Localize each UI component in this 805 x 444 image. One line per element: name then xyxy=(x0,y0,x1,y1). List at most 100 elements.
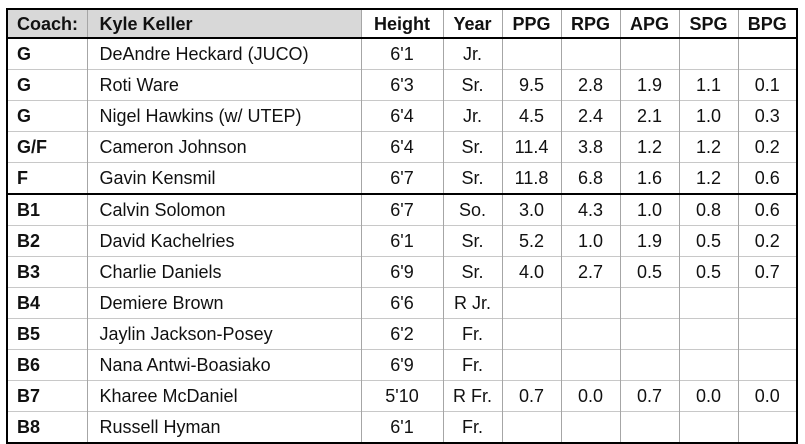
stat-cell xyxy=(737,37,797,70)
stat-cell xyxy=(619,411,679,443)
stat-cell xyxy=(560,318,620,350)
stat-cell: 4.3 xyxy=(560,193,620,226)
player-row: B4 Demiere Brown 6'6 R Jr. xyxy=(6,287,797,319)
position-cell: G/F xyxy=(6,131,87,163)
player-row: F Gavin Kensmil 6'7 Sr. 11.8 6.8 1.6 1.2 0.6 xyxy=(6,162,797,194)
stat-cell xyxy=(501,287,561,319)
height-cell: 6'9 xyxy=(360,349,443,381)
player-name-cell: Demiere Brown xyxy=(86,287,361,319)
stat-cell: 0.2 xyxy=(737,225,797,257)
stat-cell xyxy=(619,287,679,319)
player-row: B7 Kharee McDaniel 5'10 R Fr. 0.7 0.0 0.7 0.0 0.… xyxy=(6,380,797,412)
column-header-ppg: PPG xyxy=(501,9,561,39)
column-header-year: Year xyxy=(442,9,502,39)
stat-cell: 3.8 xyxy=(560,131,620,163)
year-cell: Sr. xyxy=(442,225,502,257)
stat-cell xyxy=(560,349,620,381)
position-cell: B1 xyxy=(6,193,87,226)
stat-cell: 0.7 xyxy=(501,380,561,412)
player-row: G Roti Ware 6'3 Sr. 9.5 2.8 1.9 1.1 0.1 xyxy=(6,69,797,101)
stat-cell: 11.4 xyxy=(501,131,561,163)
position-cell: B3 xyxy=(6,256,87,288)
coach-name-cell: Kyle Keller xyxy=(86,9,361,39)
stat-cell: 0.5 xyxy=(619,256,679,288)
player-name-cell: Calvin Solomon xyxy=(86,193,361,226)
stat-cell: 0.6 xyxy=(737,162,797,194)
height-cell: 6'3 xyxy=(360,69,443,101)
position-cell: B6 xyxy=(6,349,87,381)
stat-cell: 0.8 xyxy=(678,193,738,226)
player-name-cell: Gavin Kensmil xyxy=(86,162,361,194)
stat-cell: 2.4 xyxy=(560,100,620,132)
player-name-cell: Kharee McDaniel xyxy=(86,380,361,412)
height-cell: 6'1 xyxy=(360,411,443,443)
stat-cell xyxy=(619,37,679,70)
stat-cell xyxy=(737,411,797,443)
year-cell: Sr. xyxy=(442,69,502,101)
stat-cell: 11.8 xyxy=(501,162,561,194)
position-cell: B8 xyxy=(6,411,87,443)
stat-cell xyxy=(678,287,738,319)
position-cell: B4 xyxy=(6,287,87,319)
position-cell: G xyxy=(6,100,87,132)
stat-cell: 1.6 xyxy=(619,162,679,194)
player-name-cell: Jaylin Jackson-Posey xyxy=(86,318,361,350)
height-cell: 6'2 xyxy=(360,318,443,350)
year-cell: Fr. xyxy=(442,411,502,443)
header-row: Coach: Kyle Keller Height Year PPG RPG APG SP… xyxy=(6,9,797,39)
stat-cell: 0.0 xyxy=(737,380,797,412)
stat-cell xyxy=(619,349,679,381)
stat-cell xyxy=(737,349,797,381)
height-cell: 6'7 xyxy=(360,162,443,194)
stat-cell: 0.1 xyxy=(737,69,797,101)
stat-cell xyxy=(737,287,797,319)
stat-cell: 0.7 xyxy=(737,256,797,288)
stat-cell: 0.3 xyxy=(737,100,797,132)
player-row: B6 Nana Antwi-Boasiako 6'9 Fr. xyxy=(6,349,797,381)
position-cell: B5 xyxy=(6,318,87,350)
player-row: B5 Jaylin Jackson-Posey 6'2 Fr. xyxy=(6,318,797,350)
player-row: B2 David Kachelries 6'1 Sr. 5.2 1.0 1.9 0.5 0.2 xyxy=(6,225,797,257)
stat-cell: 6.8 xyxy=(560,162,620,194)
player-name-cell: Roti Ware xyxy=(86,69,361,101)
stat-cell: 2.8 xyxy=(560,69,620,101)
position-cell: B7 xyxy=(6,380,87,412)
column-header-spg: SPG xyxy=(678,9,738,39)
stat-cell xyxy=(560,37,620,70)
player-row: B8 Russell Hyman 6'1 Fr. xyxy=(6,411,797,443)
position-cell: G xyxy=(6,37,87,70)
year-cell: Fr. xyxy=(442,349,502,381)
height-cell: 6'6 xyxy=(360,287,443,319)
player-name-cell: Cameron Johnson xyxy=(86,131,361,163)
stat-cell: 0.6 xyxy=(737,193,797,226)
height-cell: 6'9 xyxy=(360,256,443,288)
height-cell: 6'4 xyxy=(360,131,443,163)
stat-cell: 4.5 xyxy=(501,100,561,132)
stat-cell: 9.5 xyxy=(501,69,561,101)
coach-label-cell: Coach: xyxy=(6,9,87,39)
stat-cell xyxy=(678,349,738,381)
stat-cell xyxy=(501,411,561,443)
stat-cell: 0.5 xyxy=(678,256,738,288)
stat-cell xyxy=(678,37,738,70)
height-cell: 6'1 xyxy=(360,37,443,70)
stat-cell xyxy=(501,318,561,350)
stat-cell: 2.7 xyxy=(560,256,620,288)
player-name-cell: Nigel Hawkins (w/ UTEP) xyxy=(86,100,361,132)
stat-cell: 1.9 xyxy=(619,69,679,101)
year-cell: R Fr. xyxy=(442,380,502,412)
stat-cell: 1.2 xyxy=(619,131,679,163)
player-name-cell: Charlie Daniels xyxy=(86,256,361,288)
stat-cell: 2.1 xyxy=(619,100,679,132)
year-cell: Jr. xyxy=(442,37,502,70)
stat-cell xyxy=(619,318,679,350)
column-header-rpg: RPG xyxy=(560,9,620,39)
stat-cell: 3.0 xyxy=(501,193,561,226)
year-cell: Sr. xyxy=(442,131,502,163)
stat-cell: 1.0 xyxy=(619,193,679,226)
stat-cell: 1.0 xyxy=(560,225,620,257)
stat-cell xyxy=(678,318,738,350)
year-cell: So. xyxy=(442,193,502,226)
height-cell: 6'4 xyxy=(360,100,443,132)
